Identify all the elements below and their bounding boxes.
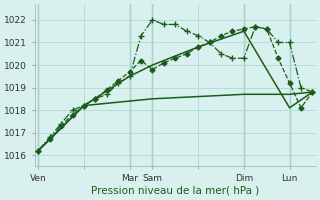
X-axis label: Pression niveau de la mer( hPa ): Pression niveau de la mer( hPa ) — [91, 186, 260, 196]
